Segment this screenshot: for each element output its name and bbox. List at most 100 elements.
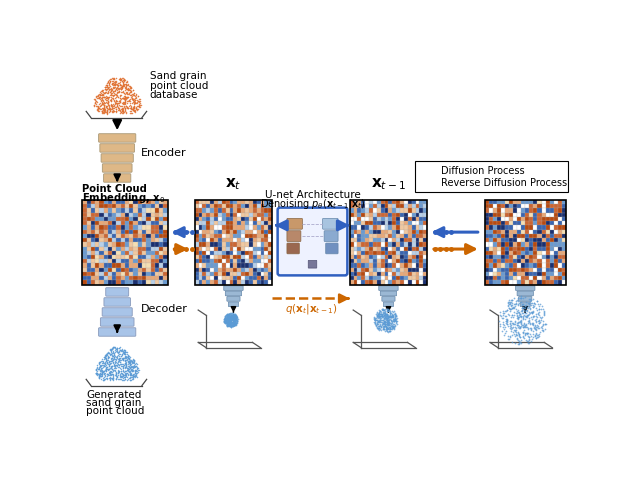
Point [223, 310, 233, 318]
FancyBboxPatch shape [225, 291, 241, 296]
Point [117, 106, 127, 114]
Point [520, 304, 530, 312]
Point [513, 325, 524, 332]
Bar [159, 255, 163, 259]
Point [385, 310, 395, 318]
Point [96, 370, 106, 378]
Bar [218, 251, 222, 255]
Point [92, 365, 102, 372]
Point [388, 318, 399, 325]
Bar [400, 204, 404, 208]
Bar [163, 217, 168, 221]
Point [117, 82, 127, 90]
Bar [245, 263, 249, 268]
Point [120, 98, 130, 106]
Bar [415, 229, 419, 234]
Bar [525, 213, 529, 217]
Bar [362, 247, 365, 251]
Text: database: database [150, 90, 198, 100]
Bar [365, 238, 369, 242]
Point [219, 318, 229, 325]
Point [225, 322, 236, 330]
Point [374, 318, 384, 326]
Point [107, 108, 117, 115]
Point [131, 91, 141, 98]
Point [120, 98, 130, 105]
Point [100, 81, 111, 89]
Bar [381, 251, 385, 255]
Point [122, 78, 132, 85]
Bar [521, 263, 525, 268]
Point [129, 91, 140, 99]
Bar [253, 268, 257, 272]
Point [228, 315, 238, 322]
Point [390, 312, 400, 319]
Bar [369, 234, 373, 238]
Point [94, 373, 104, 381]
Point [534, 319, 544, 327]
Point [98, 104, 108, 112]
Point [388, 325, 399, 332]
Bar [222, 208, 226, 213]
Point [114, 356, 124, 364]
Point [119, 89, 129, 97]
Bar [116, 268, 121, 272]
Bar [116, 251, 121, 255]
Point [115, 74, 125, 81]
Point [100, 371, 110, 379]
Point [120, 102, 131, 110]
Bar [509, 255, 513, 259]
Point [129, 370, 139, 378]
Point [382, 305, 392, 313]
Bar [423, 217, 428, 221]
Bar [202, 234, 206, 238]
Point [109, 362, 119, 369]
Point [115, 106, 125, 114]
Bar [150, 225, 155, 229]
Point [522, 323, 532, 331]
Point [107, 349, 117, 357]
Bar [202, 200, 206, 204]
Point [503, 298, 513, 306]
Bar [525, 229, 529, 234]
Bar [541, 251, 545, 255]
Point [389, 323, 399, 331]
Point [230, 316, 241, 323]
Bar [241, 247, 245, 251]
Bar [558, 276, 562, 280]
Point [118, 349, 129, 356]
Point [124, 363, 134, 371]
Bar [558, 255, 562, 259]
Bar [241, 238, 245, 242]
Point [92, 98, 102, 106]
Point [103, 84, 113, 92]
Point [391, 311, 401, 319]
Bar [349, 259, 353, 263]
Point [225, 319, 236, 327]
Point [92, 367, 102, 375]
Bar [385, 276, 388, 280]
Point [520, 302, 530, 310]
Bar [83, 280, 86, 285]
Point [123, 367, 133, 375]
Point [114, 87, 124, 95]
Bar [99, 221, 104, 225]
Bar [365, 229, 369, 234]
Point [106, 372, 116, 379]
Point [118, 109, 128, 117]
Bar [501, 204, 505, 208]
Bar [249, 234, 253, 238]
Bar [138, 221, 142, 225]
Point [129, 104, 139, 112]
Point [228, 313, 238, 320]
Bar [163, 247, 168, 251]
Bar [377, 213, 381, 217]
Point [221, 318, 232, 325]
Point [385, 321, 396, 329]
Bar [385, 221, 388, 225]
Point [511, 297, 521, 305]
Point [536, 302, 547, 310]
Bar [488, 263, 493, 268]
Point [232, 316, 243, 323]
Point [518, 332, 529, 340]
